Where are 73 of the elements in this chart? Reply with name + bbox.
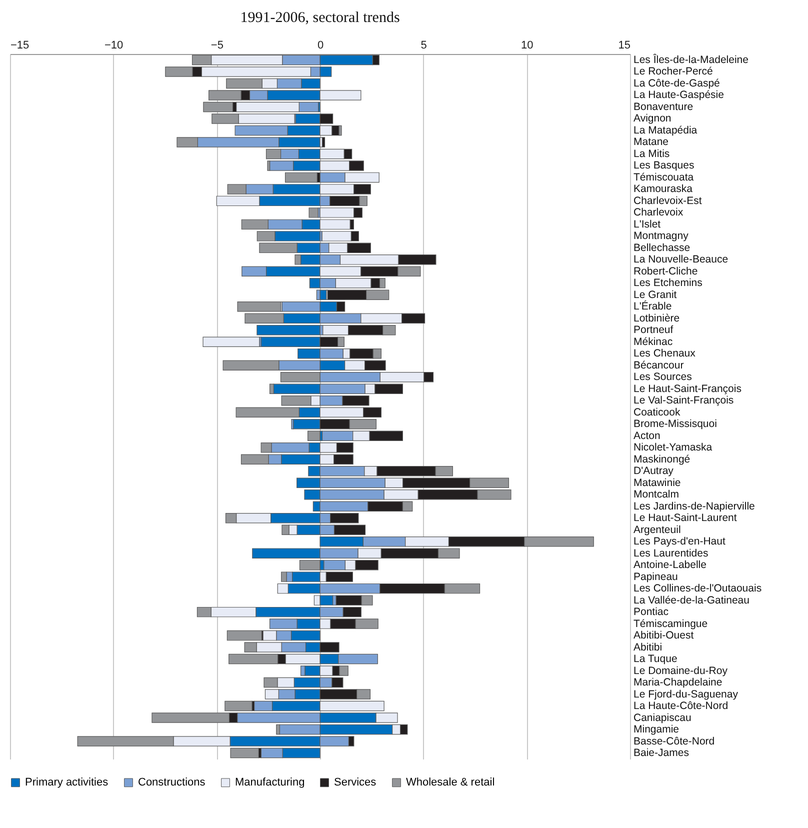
y-tick-label: Maskinongé <box>634 453 690 466</box>
y-tick-label: Montcalm <box>634 488 680 501</box>
y-tick-label: La Vallée-de-la-Gatineau <box>634 594 750 606</box>
x-tick-label: 0 <box>317 40 324 52</box>
y-tick-label: Charlevoix <box>634 206 684 219</box>
x-tick-label: 5 <box>420 40 427 52</box>
y-tick-label: Les Etchemins <box>634 277 702 290</box>
y-tick-label: La Haute-Côte-Nord <box>634 700 728 712</box>
y-tick-label: Baie-James <box>634 747 689 760</box>
legend-label: Manufacturing <box>235 776 305 789</box>
y-tick-label: Caniapiscau <box>634 712 692 724</box>
legend-label: Primary activities <box>25 776 109 789</box>
x-tick-label: −10 <box>104 40 124 52</box>
y-tick-label: L'Islet <box>634 218 661 230</box>
y-tick-label: Les Jardins-de-Napierville <box>634 500 756 512</box>
y-tick-label: Avignon <box>634 112 672 125</box>
y-tick-label: Le Domaine-du-Roy <box>634 664 728 677</box>
y-tick-label: Kamouraska <box>634 183 693 196</box>
y-tick-label: Argenteuil <box>634 524 681 536</box>
y-tick-label: La Mitis <box>634 148 670 160</box>
y-tick-label: Le Haut-Saint-François <box>634 382 742 395</box>
y-tick-label: Le Rocher-Percé <box>634 66 714 78</box>
x-tick-label: −5 <box>210 40 224 52</box>
y-tick-label: Coaticook <box>634 406 681 418</box>
y-tick-label: Matane <box>634 136 669 148</box>
y-tick-label: La Nouvelle-Beauce <box>634 254 728 266</box>
y-tick-label: Antoine-Labelle <box>634 559 707 572</box>
y-tick-label: Acton <box>634 430 661 442</box>
y-tick-label: Bonaventure <box>634 100 694 113</box>
y-tick-label: Les Pays-d'en-Haut <box>634 536 726 548</box>
y-tick-label: Le Granit <box>634 288 677 301</box>
y-tick-label: La Tuque <box>634 653 678 666</box>
y-tick-label: Charlevoix-Est <box>634 194 702 207</box>
y-tick-label: Maria-Chapdelaine <box>634 676 722 689</box>
x-tick-label: 15 <box>618 40 630 52</box>
y-tick-label: Robert-Cliche <box>634 265 698 278</box>
y-tick-label: Les Chenaux <box>634 348 696 360</box>
y-tick-label: Les Laurentides <box>634 547 708 560</box>
y-tick-label: Témiscouata <box>634 171 694 184</box>
x-tick-label: 10 <box>521 40 534 52</box>
y-tick-label: Les Sources <box>634 371 692 384</box>
y-tick-label: Bécancour <box>634 359 684 372</box>
y-tick-label: Nicolet-Yamaska <box>634 442 712 454</box>
y-tick-label: Abitibi-Ouest <box>634 630 694 642</box>
y-tick-label: La Côte-de-Gaspé <box>634 77 720 90</box>
x-tick-label: −15 <box>10 40 30 52</box>
chart-title: 1991-2006, sectoral trends <box>240 10 400 26</box>
legend-label: Constructions <box>138 776 206 789</box>
y-tick-label: Papineau <box>634 570 678 583</box>
y-tick-label: L'Érable <box>634 300 672 313</box>
y-tick-label: Lotbinière <box>634 312 680 324</box>
y-tick-label: Pontiac <box>634 606 669 618</box>
y-tick-label: La Haute-Gaspésie <box>634 89 724 102</box>
y-tick-label: Les Îles-de-la-Madeleine <box>634 52 749 66</box>
y-tick-label: Les Collines-de-l'Outaouais <box>634 582 762 595</box>
y-tick-label: Bellechasse <box>634 242 690 254</box>
y-tick-label: Le Val-Saint-François <box>634 394 734 407</box>
y-tick-label: Mingamie <box>634 724 680 736</box>
y-tick-label: Matawinie <box>634 476 681 489</box>
legend-label: Services <box>334 776 377 789</box>
y-tick-label: Le Haut-Saint-Laurent <box>634 512 737 524</box>
y-tick-label: Témiscamingue <box>634 618 708 630</box>
legend-label: Wholesale & retail <box>406 776 495 789</box>
y-tick-label: Les Basques <box>634 160 694 172</box>
y-tick-label: Portneuf <box>634 324 674 336</box>
y-tick-label: Montmagny <box>634 230 690 242</box>
y-tick-label: La Matapédia <box>634 124 698 136</box>
y-tick-label: Mékinac <box>634 336 673 348</box>
y-tick-label: Le Fjord-du-Saguenay <box>634 688 739 700</box>
y-tick-label: Brome-Missisquoi <box>634 418 717 430</box>
y-tick-label: Basse-Côte-Nord <box>634 735 715 748</box>
y-tick-label: D'Autray <box>634 465 674 478</box>
y-tick-label: Abitibi <box>634 641 662 654</box>
